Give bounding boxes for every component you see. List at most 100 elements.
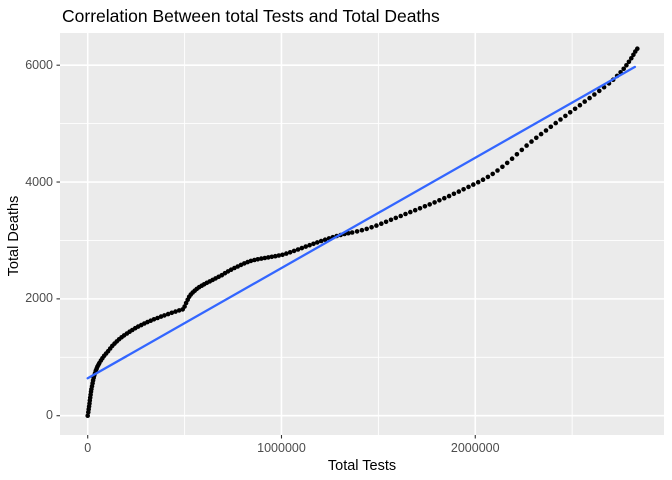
data-point (408, 209, 413, 215)
data-point (318, 238, 324, 244)
data-point (266, 255, 271, 260)
data-point (291, 248, 297, 254)
data-point (446, 193, 452, 199)
data-point (287, 250, 293, 255)
data-point (437, 198, 442, 203)
data-point (388, 217, 394, 223)
data-point (538, 131, 544, 137)
data-point (514, 152, 520, 157)
data-point (280, 252, 285, 258)
data-point (307, 242, 312, 248)
data-point (176, 308, 182, 313)
data-point (346, 230, 351, 236)
data-point (480, 177, 486, 182)
data-point (475, 179, 481, 185)
x-tick-label: 2000000 (450, 441, 500, 455)
data-point (403, 211, 408, 217)
data-point (534, 135, 539, 141)
data-point (543, 128, 549, 133)
y-tick-label: 2000 (25, 291, 53, 306)
data-point (349, 230, 355, 235)
data-point (383, 219, 389, 225)
data-point (374, 223, 379, 228)
data-point (412, 207, 418, 213)
data-point (299, 245, 305, 251)
data-point (422, 204, 428, 209)
y-tick-label: 4000 (25, 174, 53, 189)
data-point (315, 240, 320, 245)
data-point (269, 254, 275, 260)
data-point (273, 253, 278, 259)
data-point (182, 304, 187, 309)
data-point (311, 241, 316, 247)
data-point (504, 160, 510, 166)
data-point (621, 66, 626, 72)
data-point (471, 182, 476, 187)
data-point (624, 63, 629, 68)
data-point (500, 164, 505, 170)
data-point (490, 171, 496, 177)
data-point (456, 189, 462, 194)
data-point (442, 195, 447, 201)
data-point (485, 174, 491, 180)
scatter-series (85, 46, 640, 419)
data-point (548, 124, 554, 130)
data-point (587, 95, 592, 101)
data-point (461, 187, 466, 192)
data-point (626, 59, 632, 65)
data-point (393, 215, 399, 221)
data-point (369, 225, 374, 230)
data-point (432, 200, 437, 205)
data-point (322, 237, 328, 242)
data-point (629, 56, 634, 61)
data-point (524, 143, 529, 148)
data-point (151, 317, 157, 322)
data-point (577, 102, 583, 108)
data-point (169, 310, 175, 316)
data-point (295, 247, 301, 252)
data-point (359, 227, 365, 233)
y-tick-label: 0 (46, 408, 53, 423)
data-point (427, 202, 433, 207)
data-point (284, 251, 289, 256)
data-point (592, 92, 597, 97)
regression-line (86, 65, 637, 380)
data-point (417, 206, 423, 211)
data-point (635, 46, 640, 51)
data-point (519, 147, 525, 153)
data-point (248, 258, 254, 264)
data-point (364, 226, 370, 232)
plot-panel (60, 33, 664, 435)
y-tick-label: 6000 (25, 57, 53, 72)
data-point (509, 156, 515, 161)
data-point (572, 106, 578, 112)
y-axis-title: Total Deaths (6, 195, 22, 277)
data-point (165, 311, 171, 317)
data-point (155, 315, 160, 321)
data-point (558, 117, 563, 122)
data-point (255, 257, 261, 262)
data-point (567, 110, 573, 115)
data-point (173, 309, 178, 314)
data-point (529, 139, 534, 144)
data-point (354, 229, 360, 234)
data-point (276, 253, 282, 258)
data-point (262, 255, 268, 261)
data-point (85, 413, 90, 419)
data-point (451, 191, 457, 197)
data-point (303, 244, 309, 249)
data-point (553, 120, 558, 126)
data-point (398, 213, 404, 219)
data-point (495, 168, 500, 173)
x-tick-label: 0 (84, 441, 92, 455)
data-point (466, 184, 471, 190)
x-tick-label: 1000000 (257, 441, 306, 455)
x-axis-title: Total Tests (327, 458, 397, 474)
data-point (162, 313, 167, 318)
chart-title: Correlation Between total Tests and Tota… (62, 6, 440, 26)
data-point (582, 99, 587, 104)
data-point (597, 88, 602, 94)
data-point (259, 256, 264, 261)
